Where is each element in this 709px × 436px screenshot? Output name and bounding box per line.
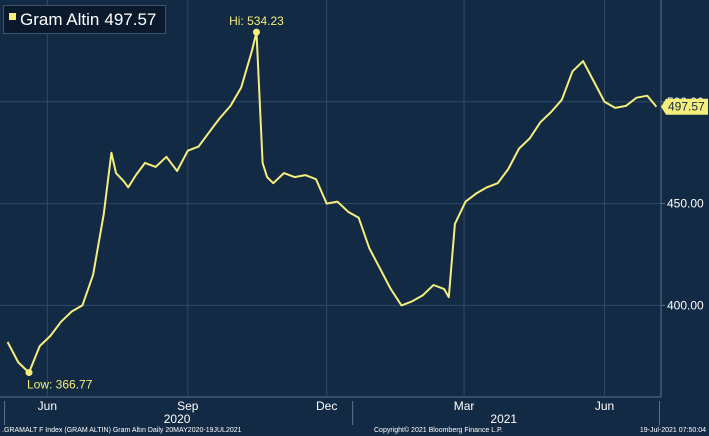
legend-last-value: 497.57 <box>104 9 157 29</box>
x-axis: Jun Sep Dec Mar Jun 2020 2021 <box>4 399 660 426</box>
annotations: Hi: 534.23 Low: 366.77 497.57 <box>25 14 708 392</box>
high-marker <box>252 28 260 36</box>
series-line-gram-altin <box>6 31 658 374</box>
gridlines <box>0 0 662 398</box>
footer-timestamp: 19-Jul-2021 07:50:04 <box>640 427 706 434</box>
y-tick-label: 400.00 <box>667 298 704 312</box>
legend-swatch <box>9 13 16 20</box>
footer-source: .GRAMALT F Index (GRAM ALTIN) Gram Altın… <box>2 427 242 434</box>
footer: .GRAMALT F Index (GRAM ALTIN) Gram Altın… <box>2 426 706 434</box>
x-tick-label: Jun <box>595 399 614 413</box>
x-year-label: 2020 <box>164 412 191 426</box>
legend: Gram Altin 497.57 <box>3 5 166 34</box>
plot-area <box>6 31 658 374</box>
x-tick-label: Mar <box>454 399 475 413</box>
footer-copyright: Copyright© 2021 Bloomberg Finance L.P. <box>374 426 503 434</box>
high-label: Hi: 534.23 <box>229 14 284 28</box>
legend-series-name: Gram Altin <box>20 9 100 29</box>
low-marker <box>25 369 33 377</box>
x-tick-label: Dec <box>316 399 337 413</box>
last-value-label: 497.57 <box>668 100 705 114</box>
last-value-tag <box>661 98 708 115</box>
x-year-label: 2021 <box>490 412 517 426</box>
y-tick-label: 450.00 <box>667 197 704 211</box>
x-tick-label: Sep <box>177 399 199 413</box>
low-label: Low: 366.77 <box>27 378 93 392</box>
x-tick-label: Jun <box>38 399 57 413</box>
